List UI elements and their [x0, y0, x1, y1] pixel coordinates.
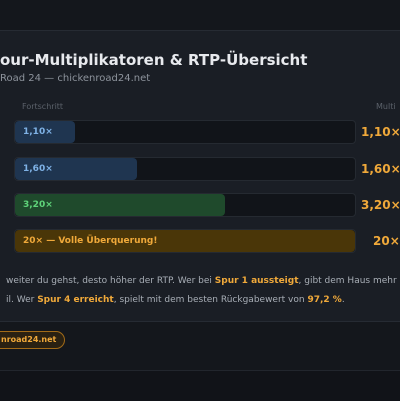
text: . — [341, 295, 345, 305]
highlight: Spur 1 aussteigt — [214, 276, 299, 286]
column-header: Fortschritt — [22, 102, 64, 111]
note-line: il. Wer Spur 4 erreicht, spielt mit dem … — [6, 295, 345, 305]
multiplier-value: 1,60× — [361, 162, 400, 176]
progress-track: 3,20× — [14, 193, 356, 217]
multiplier-value: 1,10× — [361, 125, 400, 139]
highlight: Spur 4 erreicht — [37, 295, 114, 305]
progress-fill: 1,10× — [15, 121, 75, 143]
highlight: 97,2 % — [307, 295, 342, 305]
progress-fill: 3,20× — [15, 194, 225, 216]
progress-fill: 20× — Volle Überquerung! — [15, 230, 355, 252]
progress-fill: 1,60× — [15, 158, 137, 180]
text: weiter du gehst, desto höher der RTP. We… — [6, 276, 215, 286]
badge[interactable]: nroad24.net — [0, 331, 66, 349]
note-line: weiter du gehst, desto höher der RTP. We… — [6, 276, 397, 286]
progress-track: 20× — Volle Überquerung! — [14, 229, 356, 253]
text: il. Wer — [6, 295, 38, 305]
multiplier-value: 3,20× — [361, 198, 400, 212]
footer-band — [0, 370, 400, 401]
multiplier-value: 20× — [373, 234, 400, 248]
text: , spielt mit dem besten Rückgabewert von — [113, 295, 308, 305]
title: our-Multiplikatoren & RTP-Übersicht — [0, 51, 308, 69]
column-header: Multi — [376, 102, 396, 111]
text: , gibt dem Haus mehr — [298, 276, 397, 286]
progress-track: 1,10× — [14, 120, 356, 144]
progress-track: 1,60× — [14, 157, 356, 181]
subtitle: Road 24 — chickenroad24.net — [0, 73, 151, 84]
